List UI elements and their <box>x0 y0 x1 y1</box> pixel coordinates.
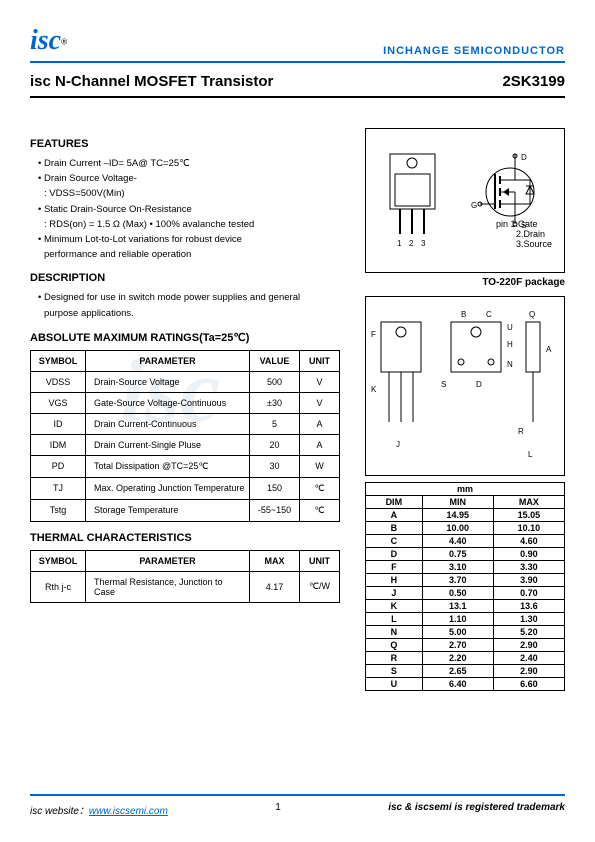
table-header-row: SYMBOL PARAMETER MAX UNIT <box>31 550 340 571</box>
table-row: IDDrain Current-Continuous5A <box>31 413 340 434</box>
col-symbol: SYMBOL <box>31 350 86 371</box>
col-parameter: PARAMETER <box>86 350 250 371</box>
table-row: D0.750.90 <box>366 548 565 561</box>
svg-text:R: R <box>518 427 524 436</box>
dimension-diagram: F K J B C U H N S D <box>365 296 565 476</box>
svg-text:2: 2 <box>409 239 414 248</box>
thermal-heading: THERMAL CHARACTERISTICS <box>30 532 350 544</box>
trademark-text: isc & iscsemi is registered trademark <box>388 802 565 817</box>
col-unit: UNIT <box>300 550 340 571</box>
table-row: Rth j-cThermal Resistance, Junction to C… <box>31 571 340 602</box>
col-value: VALUE <box>250 350 300 371</box>
table-row: S2.652.90 <box>366 665 565 678</box>
features-heading: FEATURES <box>30 138 350 150</box>
feature-item: Drain Source Voltage- <box>30 171 350 186</box>
table-row: TstgStorage Temperature-55~150℃ <box>31 499 340 521</box>
svg-text:J: J <box>396 440 400 449</box>
package-label: TO-220F package <box>365 277 565 288</box>
site-link[interactable]: www.iscsemi.com <box>89 806 168 817</box>
feature-item: : VDSS=500V(Min) <box>30 186 350 201</box>
table-row: TJMax. Operating Junction Temperature150… <box>31 477 340 499</box>
dimension-svg: F K J B C U H N S D <box>366 297 564 475</box>
logo-reg: ® <box>61 37 67 47</box>
col-max: MAX <box>250 550 300 571</box>
table-row: Q2.702.90 <box>366 639 565 652</box>
feature-item: Static Drain-Source On-Resistance <box>30 202 350 217</box>
pin2-label: 2.Drain <box>496 229 552 239</box>
footer: isc website：www.iscsemi.com 1 isc & iscs… <box>30 794 565 817</box>
svg-text:N: N <box>507 360 513 369</box>
svg-text:C: C <box>486 310 492 319</box>
part-number: 2SK3199 <box>502 73 565 90</box>
dim-col: MIN <box>422 496 493 509</box>
table-row: N5.005.20 <box>366 626 565 639</box>
desc-item: Designed for use in switch mode power su… <box>30 290 350 305</box>
svg-text:D: D <box>476 380 482 389</box>
table-row: VGSGate-Source Voltage-Continuous±30V <box>31 392 340 413</box>
description-heading: DESCRIPTION <box>30 272 350 284</box>
site-label: isc website： <box>30 806 89 817</box>
svg-text:K: K <box>371 385 377 394</box>
svg-text:F: F <box>371 330 376 339</box>
pin3-label: 3.Source <box>496 239 552 249</box>
feature-item: : RDS(on) = 1.5 Ω (Max) • 100% avalanche… <box>30 217 350 232</box>
table-row: A14.9515.05 <box>366 509 565 522</box>
svg-text:G: G <box>471 201 477 210</box>
svg-text:3: 3 <box>421 239 426 248</box>
features-list: Drain Current –ID= 5A@ TC=25℃ Drain Sour… <box>30 156 350 262</box>
table-row: VDSSDrain-Source Voltage500V <box>31 371 340 392</box>
thermal-table: SYMBOL PARAMETER MAX UNIT Rth j-cThermal… <box>30 550 340 603</box>
svg-text:A: A <box>546 345 552 354</box>
svg-text:U: U <box>507 323 513 332</box>
company-name: INCHANGE SEMICONDUCTOR <box>383 45 565 57</box>
table-row: K13.113.6 <box>366 600 565 613</box>
header: isc® INCHANGE SEMICONDUCTOR <box>30 25 565 63</box>
desc-item: purpose applications. <box>30 306 350 321</box>
table-row: F3.103.30 <box>366 561 565 574</box>
table-row: PDTotal Dissipation @TC=25℃30W <box>31 455 340 477</box>
table-row: L1.101.30 <box>366 613 565 626</box>
table-row: R2.202.40 <box>366 652 565 665</box>
dim-col: MAX <box>493 496 564 509</box>
col-symbol: SYMBOL <box>31 550 86 571</box>
svg-text:B: B <box>461 310 466 319</box>
page-title: isc N-Channel MOSFET Transistor <box>30 73 273 90</box>
footer-website: isc website：www.iscsemi.com <box>30 802 168 817</box>
svg-text:D: D <box>521 153 527 162</box>
pin1-label: pin 1.Gate <box>496 219 552 229</box>
table-header-row: SYMBOL PARAMETER VALUE UNIT <box>31 350 340 371</box>
svg-text:S: S <box>441 380 446 389</box>
dim-header: mm <box>366 483 565 496</box>
ratings-table: SYMBOL PARAMETER VALUE UNIT VDSSDrain-So… <box>30 350 340 522</box>
description-list: Designed for use in switch mode power su… <box>30 290 350 320</box>
table-row: B10.0010.10 <box>366 522 565 535</box>
feature-item: performance and reliable operation <box>30 247 350 262</box>
feature-item: Minimum Lot-to-Lot variations for robust… <box>30 232 350 247</box>
svg-text:L: L <box>528 450 533 459</box>
page-number: 1 <box>275 802 281 817</box>
logo-text: isc <box>30 25 61 56</box>
table-row: C4.404.60 <box>366 535 565 548</box>
feature-item: Drain Current –ID= 5A@ TC=25℃ <box>30 156 350 171</box>
ratings-heading: ABSOLUTE MAXIMUM RATINGS(Ta=25℃) <box>30 331 350 344</box>
dimensions-table: mm DIM MIN MAX A14.9515.05B10.0010.10C4.… <box>365 482 565 691</box>
dim-col: DIM <box>366 496 423 509</box>
svg-text:1: 1 <box>397 239 402 248</box>
col-parameter: PARAMETER <box>86 550 250 571</box>
col-unit: UNIT <box>300 350 340 371</box>
title-row: isc N-Channel MOSFET Transistor 2SK3199 <box>30 73 565 98</box>
logo: isc® <box>30 25 67 57</box>
package-diagram: 1 2 3 D <box>365 128 565 273</box>
table-row: U6.406.60 <box>366 678 565 691</box>
table-row: J0.500.70 <box>366 587 565 600</box>
table-row: H3.703.90 <box>366 574 565 587</box>
svg-text:Q: Q <box>529 310 535 319</box>
svg-text:H: H <box>507 340 513 349</box>
table-row: IDMDrain Current-Single Pluse20A <box>31 434 340 455</box>
